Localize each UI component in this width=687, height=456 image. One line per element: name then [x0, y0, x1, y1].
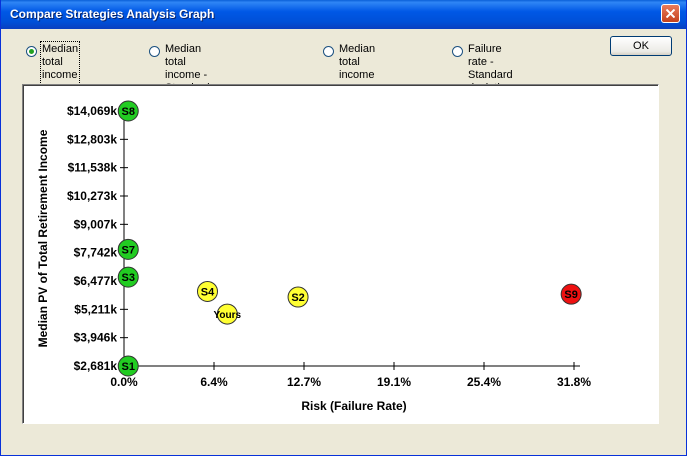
close-button[interactable] — [661, 4, 680, 23]
window-title: Compare Strategies Analysis Graph — [10, 7, 215, 21]
scatter-chart: $2,681k $3,946k $5,211k $6,477k $7,742k $9,00… — [36, 100, 591, 413]
title-bar[interactable]: Compare Strategies Analysis Graph — [1, 0, 686, 29]
y-tick-label: $12,803k — [67, 132, 117, 146]
point-label: S3 — [122, 272, 135, 284]
point-label: S9 — [564, 289, 577, 301]
point-s7 — [117, 238, 139, 260]
point-label: S1 — [122, 361, 135, 373]
chart-panel: $2,681k $3,946k $5,211k $6,477k $7,742k $9,00… — [22, 84, 659, 424]
y-tick-label: $14,069k — [67, 104, 117, 118]
point-s1 — [117, 355, 139, 377]
radio-icon[interactable] — [26, 46, 37, 57]
x-tick-label: 6.4% — [200, 375, 228, 389]
x-tick-label: 19.1% — [377, 375, 411, 389]
x-tick-label: 12.7% — [287, 375, 321, 389]
point-s2 — [287, 286, 309, 308]
y-tick-label: $9,007k — [74, 217, 118, 231]
point-s8 — [117, 100, 139, 122]
y-tick-label: $11,538k — [68, 161, 118, 175]
point-label: Yours — [213, 310, 241, 321]
ok-button[interactable]: OK — [610, 36, 672, 56]
y-axis-title: Median PV of Total Retirement Income — [36, 129, 50, 347]
point-s9 — [560, 283, 582, 305]
point-label: S7 — [122, 244, 135, 256]
x-tick-label: 0.0% — [110, 375, 138, 389]
point-label: S4 — [201, 286, 215, 298]
radio-icon[interactable] — [452, 46, 463, 57]
point-s3 — [117, 266, 139, 288]
y-tick-label: $10,273k — [67, 189, 117, 203]
y-tick-label: $3,946k — [74, 331, 118, 345]
y-tick-label: $6,477k — [74, 274, 118, 288]
x-tick-label: 25.4% — [467, 375, 501, 389]
y-tick-label: $7,742k — [74, 246, 118, 260]
close-icon — [666, 9, 675, 18]
x-axis-title: Risk (Failure Rate) — [301, 399, 406, 413]
y-tick-label: $5,211k — [74, 302, 117, 316]
point-s4 — [196, 280, 218, 302]
x-tick-label: 31.8% — [557, 375, 591, 389]
radio-icon[interactable] — [323, 46, 334, 57]
point-label: S2 — [291, 292, 304, 304]
y-tick-label: $2,681k — [74, 359, 118, 373]
point-yours — [216, 303, 238, 325]
radio-icon[interactable] — [149, 46, 160, 57]
point-label: S8 — [122, 106, 135, 118]
